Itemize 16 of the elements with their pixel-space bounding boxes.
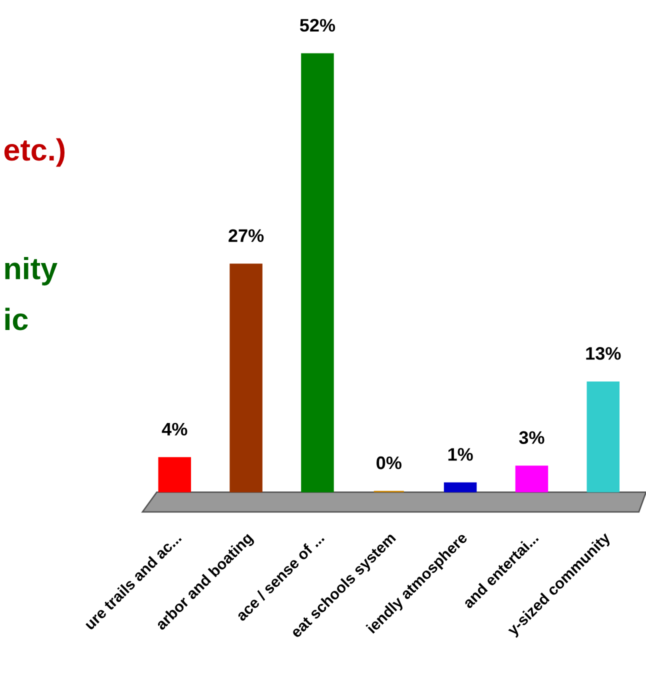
data-label: 27%: [228, 229, 264, 242]
data-label: 0%: [376, 456, 402, 470]
bar: [444, 482, 477, 492]
text: etc.): [4, 138, 65, 167]
data-label: 13%: [586, 347, 621, 360]
bar: [158, 457, 192, 492]
bar: [515, 466, 548, 492]
data-label: 52%: [300, 18, 336, 32]
bar: [586, 381, 620, 492]
data-label: 4%: [162, 422, 188, 436]
data-label: 3%: [519, 431, 544, 444]
text: nity: [5, 256, 58, 286]
bar: [301, 53, 334, 492]
data-label: 1%: [448, 448, 473, 461]
text: ic: [5, 308, 28, 330]
bar: [230, 264, 262, 492]
